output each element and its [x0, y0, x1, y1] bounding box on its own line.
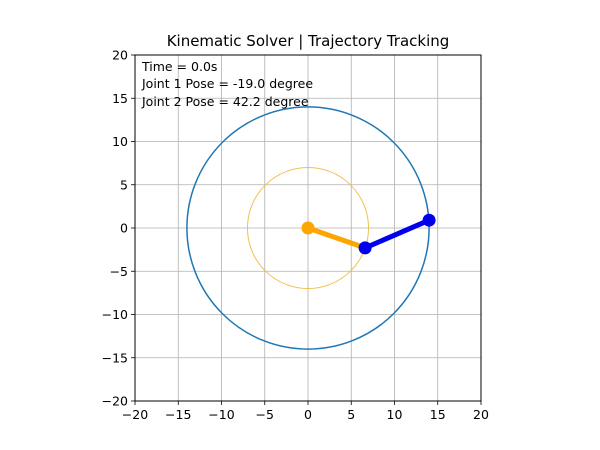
x-tick-label: 5: [347, 407, 355, 422]
x-tick-label: 10: [387, 407, 403, 422]
x-tick-label: −5: [256, 407, 274, 422]
inner-reach-circle: [246, 166, 370, 290]
y-tick-label: −10: [102, 307, 128, 322]
y-tick-label: −15: [102, 350, 128, 365]
outer-reach-circle: [186, 106, 430, 350]
chart-title: Kinematic Solver | Trajectory Tracking: [167, 32, 450, 50]
time-annotation: Time = 0.0s: [141, 59, 217, 74]
end-effector: [422, 213, 436, 227]
x-tick-label: −20: [122, 407, 148, 422]
y-tick-label: 0: [120, 221, 128, 236]
y-tick-label: −20: [102, 394, 128, 409]
x-tick-label: −15: [165, 407, 191, 422]
axis-ticks: −20 −15 −10 −5 0 5 10 15 20 −20 −15 −10 −5 0 5 10 15 20: [102, 48, 489, 423]
y-tick-label: 5: [120, 177, 128, 192]
x-tick-label: −10: [208, 407, 234, 422]
y-tick-label: 20: [112, 48, 128, 63]
joint1-annotation: Joint 1 Pose = -19.0 degree: [141, 76, 313, 91]
joint2-annotation: Joint 2 Pose = 42.2 degree: [141, 94, 309, 109]
y-tick-label: −5: [110, 264, 128, 279]
link-2: [362, 217, 432, 251]
plot-content: [186, 106, 436, 350]
y-tick-label: 10: [112, 134, 128, 149]
x-tick-label: 20: [473, 407, 489, 422]
y-tick-label: 15: [112, 91, 128, 106]
link-1: [305, 225, 368, 251]
elbow-joint: [358, 241, 372, 255]
x-tick-label: 15: [430, 407, 446, 422]
x-tick-label: 0: [304, 407, 312, 422]
base-joint: [301, 221, 315, 235]
